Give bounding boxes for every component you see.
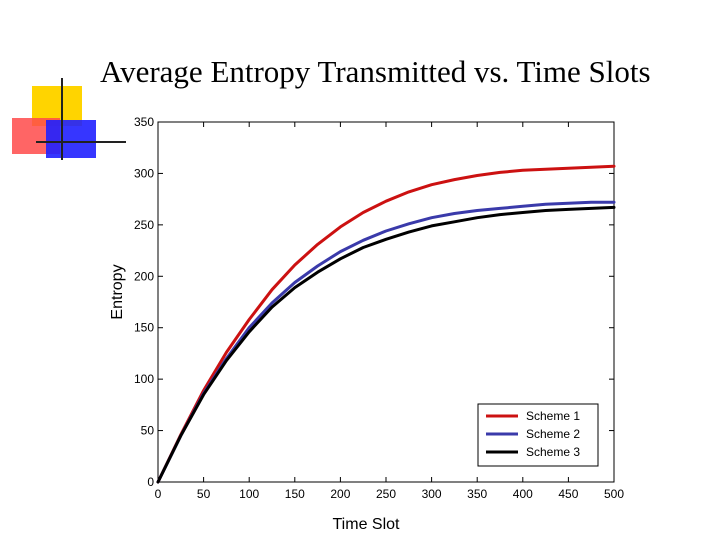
slide-title: Average Entropy Transmitted vs. Time Slo…: [100, 54, 651, 89]
series-line-scheme-1: [156, 164, 616, 484]
y-tick-label: 0: [147, 475, 154, 489]
x-tick-label: 450: [558, 487, 578, 501]
legend-label: Scheme 3: [526, 445, 580, 459]
y-tick-label: 50: [141, 424, 155, 438]
x-tick-label: 150: [285, 487, 305, 501]
logo-blue-square: [46, 120, 96, 158]
x-tick-label: 100: [239, 487, 259, 501]
y-tick-label: 250: [134, 218, 154, 232]
x-tick-label: 0: [155, 487, 162, 501]
x-tick-label: 500: [604, 487, 624, 501]
y-axis-label: Entropy: [109, 264, 126, 319]
x-tick-label: 250: [376, 487, 396, 501]
y-tick-label: 100: [134, 372, 154, 386]
y-tick-label: 200: [134, 269, 154, 283]
x-tick-label: 300: [422, 487, 442, 501]
series-line-scheme-2: [156, 200, 616, 484]
y-tick-label: 300: [134, 166, 154, 180]
legend-label: Scheme 2: [526, 427, 580, 441]
y-tick-label: 350: [134, 115, 154, 129]
x-tick-label: 400: [513, 487, 533, 501]
series-line-scheme-3: [156, 205, 616, 484]
x-axis-label: Time Slot: [333, 516, 401, 533]
slide-logo-decoration: [12, 78, 126, 160]
x-tick-label: 50: [197, 487, 211, 501]
y-tick-label: 150: [134, 321, 154, 335]
x-tick-label: 350: [467, 487, 487, 501]
x-tick-label: 200: [330, 487, 350, 501]
legend-label: Scheme 1: [526, 409, 580, 423]
